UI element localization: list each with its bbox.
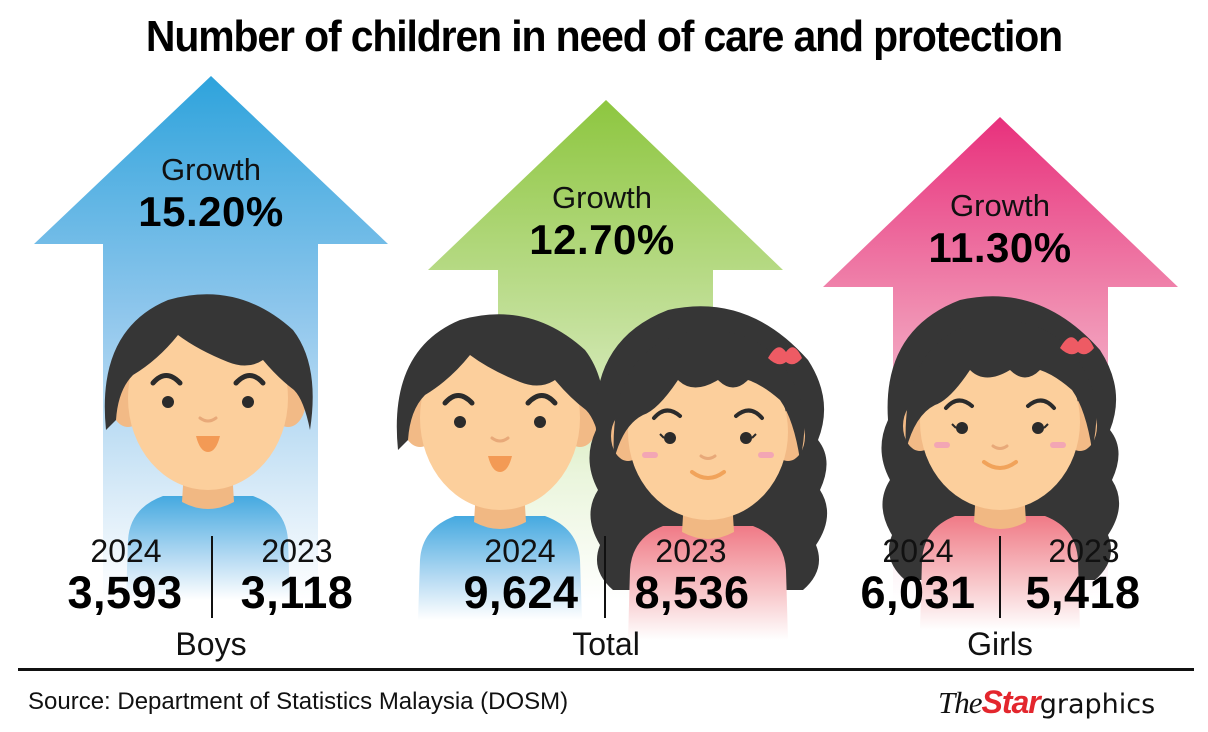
- boys-divider: [211, 536, 213, 618]
- thestar-graphics-logo: TheStargraphics: [938, 684, 1155, 721]
- boys-growth-label: Growth: [161, 152, 261, 187]
- girls-growth-label: Growth: [950, 188, 1050, 223]
- logo-the: The: [938, 685, 982, 720]
- footer-divider: [18, 668, 1194, 671]
- girls-divider: [999, 536, 1001, 618]
- boys-value-2023: 3,118: [240, 567, 354, 618]
- total-divider: [604, 536, 606, 618]
- total-label: Total: [572, 626, 640, 662]
- girls-value-2023: 5,418: [1025, 567, 1141, 618]
- girls-year-2024: 2024: [882, 533, 954, 569]
- boys-year-2023: 2023: [261, 533, 333, 569]
- boys-year-2024: 2024: [90, 533, 162, 569]
- boys-growth-value: 15.20%: [138, 188, 284, 235]
- total-value-2023: 8,536: [634, 567, 750, 618]
- girls-label: Girls: [967, 626, 1033, 662]
- total-growth-label: Growth: [552, 180, 652, 215]
- boys-label: Boys: [175, 626, 247, 662]
- total-year-2023: 2023: [655, 533, 727, 569]
- girls-growth-value: 11.30%: [928, 224, 1072, 271]
- chart-title: Number of children in need of care and p…: [145, 12, 1063, 61]
- girls-year-2023: 2023: [1048, 533, 1120, 569]
- logo-graphics: graphics: [1039, 689, 1156, 720]
- logo-star: Star: [981, 684, 1041, 720]
- total-growth-value: 12.70%: [529, 216, 675, 263]
- boys-value-2024: 3,593: [67, 567, 183, 618]
- total-year-2024: 2024: [484, 533, 556, 569]
- total-value-2024: 9,624: [463, 567, 579, 618]
- girls-value-2024: 6,031: [860, 567, 976, 618]
- source-note: Source: Department of Statistics Malaysi…: [28, 688, 569, 715]
